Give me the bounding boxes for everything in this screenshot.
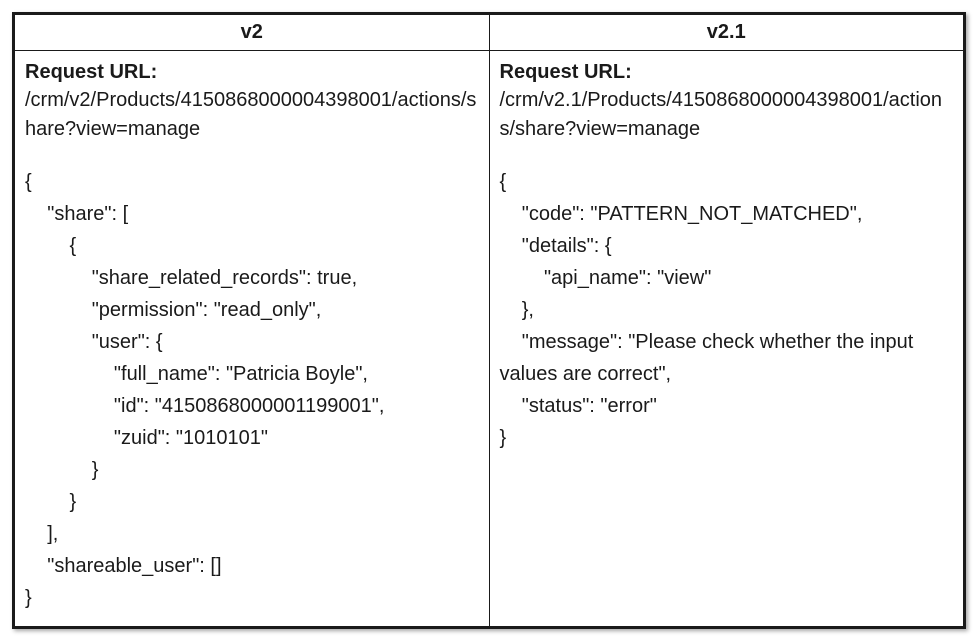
response-body: { "share": [ { "share_related_records": … — [25, 166, 479, 614]
column-header-v2: v2 — [15, 15, 490, 51]
comparison-table: v2 v2.1 Request URL: /crm/v2/Products/41… — [14, 14, 964, 627]
request-url-label: Request URL: — [25, 59, 479, 86]
table-header-row: v2 v2.1 — [15, 15, 964, 51]
column-header-v2-1: v2.1 — [489, 15, 964, 51]
cell-v2-1: Request URL: /crm/v2.1/Products/41508680… — [489, 51, 964, 627]
response-body: { "code": "PATTERN_NOT_MATCHED", "detail… — [500, 166, 954, 454]
request-url-value: /crm/v2.1/Products/4150868000004398001/a… — [500, 86, 954, 144]
request-url-label: Request URL: — [500, 59, 954, 86]
request-url-value: /crm/v2/Products/4150868000004398001/act… — [25, 86, 479, 144]
table-row: Request URL: /crm/v2/Products/4150868000… — [15, 51, 964, 627]
comparison-container: v2 v2.1 Request URL: /crm/v2/Products/41… — [12, 12, 966, 629]
cell-v2: Request URL: /crm/v2/Products/4150868000… — [15, 51, 490, 627]
